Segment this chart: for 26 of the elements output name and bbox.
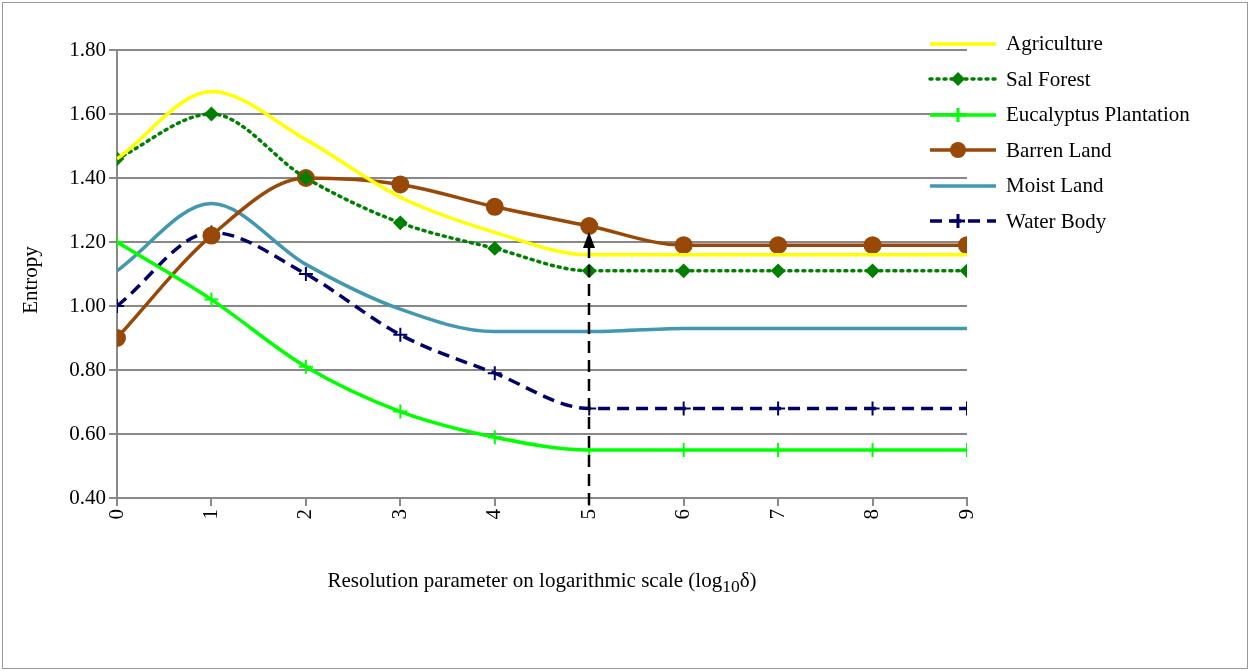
y-tick-label: 0.80 — [69, 356, 106, 381]
x-tick-label: 9 — [953, 509, 978, 520]
legend-label: Eucalyptus Plantation — [1006, 102, 1190, 128]
y-axis-title: Entropy — [18, 246, 43, 314]
x-tick-label: 3 — [386, 509, 411, 520]
x-tick-label: 5 — [575, 509, 600, 520]
x-axis-title: Resolution parameter on logarithmic scale (log$_{10}$δ) — [326, 568, 758, 598]
x-tick-label: 8 — [859, 509, 884, 520]
x-tick-label: 0 — [103, 509, 128, 520]
x-tick-label: 6 — [670, 509, 695, 520]
legend-label: Water Body — [1006, 208, 1107, 234]
y-tick-label: 1.20 — [69, 228, 106, 253]
x-tick-label: 7 — [764, 509, 789, 520]
legend-label: Barren Land — [1006, 137, 1112, 163]
y-tick-label: 1.60 — [69, 100, 106, 125]
y-tick-label: 1.80 — [69, 36, 106, 61]
legend-label: Moist Land — [1006, 173, 1104, 199]
x-tick-label: 4 — [481, 508, 506, 520]
x-tick-label: 2 — [292, 509, 317, 520]
y-tick-label: 0.40 — [69, 484, 106, 509]
y-tick-label: 1.00 — [69, 292, 106, 317]
legend-label: Agriculture — [1006, 31, 1103, 57]
x-tick-label: 1 — [197, 509, 222, 520]
y-tick-label: 0.60 — [69, 420, 106, 445]
legend-label: Sal Forest — [1006, 66, 1091, 92]
y-tick-label: 1.40 — [69, 164, 106, 189]
